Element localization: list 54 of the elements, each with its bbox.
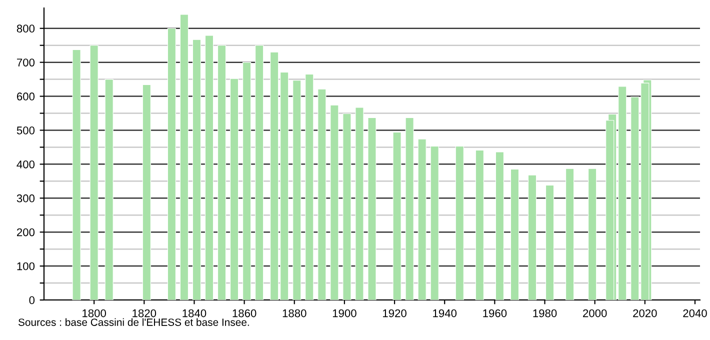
x-tick-label: 1900 <box>332 309 356 318</box>
x-tick-label: 1980 <box>533 309 557 318</box>
bar <box>510 169 520 300</box>
x-tick-label: 1920 <box>383 309 406 318</box>
bar <box>405 117 414 300</box>
x-tick-label: 1820 <box>132 309 156 318</box>
x-tick-label: 1940 <box>433 309 457 318</box>
y-tick-label: 400 <box>16 160 35 168</box>
x-tick-label: 1800 <box>82 309 106 318</box>
y-tick-label: 300 <box>16 194 35 202</box>
y-tick-label: 100 <box>17 262 35 270</box>
bar <box>588 168 597 300</box>
bar <box>104 79 114 300</box>
bar <box>180 14 188 300</box>
bar <box>217 45 226 300</box>
y-tick-label: 0 <box>29 296 35 304</box>
bar <box>167 28 176 300</box>
bar <box>430 146 439 300</box>
x-tick-label: 1860 <box>232 309 256 318</box>
x-tick-label: 2040 <box>683 309 707 318</box>
bar <box>368 117 376 300</box>
bar <box>242 62 252 300</box>
x-tick-label: 1840 <box>182 309 206 318</box>
bar <box>90 45 98 300</box>
bar <box>455 146 464 300</box>
y-tick-label: 500 <box>16 126 35 134</box>
y-tick-label: 800 <box>16 24 35 33</box>
bar <box>330 104 339 300</box>
bar <box>204 35 214 300</box>
source-note: Sources : base Cassini de l'EHESS et base Insee. <box>18 318 249 326</box>
y-tick-label: 600 <box>17 92 35 100</box>
bar <box>292 80 302 300</box>
x-tick-label: 1960 <box>483 309 507 318</box>
y-tick-label: 200 <box>16 228 35 236</box>
x-tick-label: 1880 <box>282 309 306 318</box>
bar <box>528 174 537 300</box>
bar <box>545 184 554 300</box>
bar <box>342 113 352 300</box>
bar <box>305 74 314 300</box>
bar <box>230 78 239 300</box>
bar <box>475 150 484 300</box>
bar <box>318 88 326 300</box>
bar <box>566 168 574 300</box>
bar <box>72 49 81 300</box>
bar <box>255 45 264 300</box>
bar <box>495 152 504 300</box>
bar <box>142 84 151 300</box>
bar <box>392 132 402 300</box>
x-tick-label: 2000 <box>583 309 607 318</box>
x-tick-label: 2020 <box>633 309 657 318</box>
y-tick-label: 700 <box>17 58 35 66</box>
bar <box>355 107 364 300</box>
bar <box>192 39 202 300</box>
bar <box>418 138 426 300</box>
